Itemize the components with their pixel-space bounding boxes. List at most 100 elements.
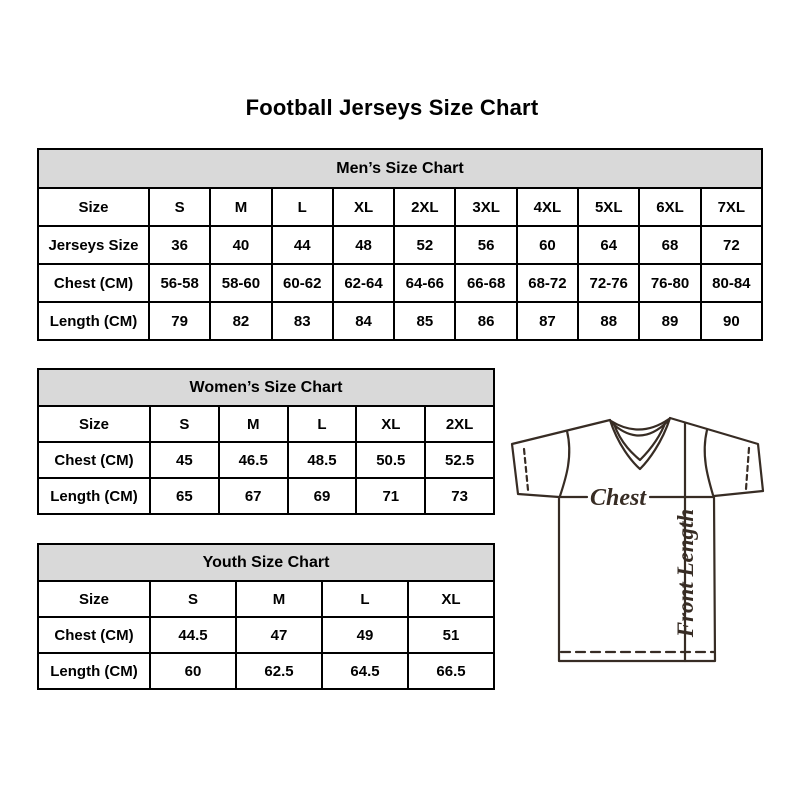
- table-row: Length (CM) 79 82 83 84 85 86 87 88 89 90: [37, 301, 764, 341]
- table-cell: 2XL: [424, 405, 495, 443]
- table-cell: 3XL: [454, 187, 518, 227]
- table-cell: 6XL: [638, 187, 702, 227]
- table-cell: L: [286, 405, 358, 443]
- chest-label: Chest: [590, 485, 647, 511]
- table-cell: 87: [515, 301, 580, 341]
- row-label-cell: Chest (CM): [37, 616, 151, 654]
- table-cell: M: [235, 580, 323, 618]
- table-cell: 76-80: [638, 263, 702, 303]
- table-title: Men’s Size Chart: [37, 148, 763, 189]
- table-cell: 68: [638, 225, 702, 265]
- table-cell: 44: [270, 225, 334, 265]
- table-cell: S: [149, 405, 220, 443]
- table-cell: 89: [638, 301, 702, 341]
- table-cell: 69: [286, 477, 358, 515]
- table-cell: 62-64: [331, 263, 396, 303]
- row-label-cell: Length (CM): [37, 477, 151, 515]
- table-cell: L: [321, 580, 409, 618]
- table-cell: 83: [270, 301, 334, 341]
- table-row: Jerseys Size 36 40 44 48 52 56 60 64 68 72: [37, 225, 764, 265]
- youth-size-table: Youth Size Chart Size S M L XL Chest (CM) 44.5 4…: [37, 543, 495, 690]
- table-cell: 64: [577, 225, 641, 265]
- table-cell: 88: [577, 301, 641, 341]
- table-cell: 52.5: [424, 441, 495, 479]
- row-label-cell: Size: [37, 580, 151, 618]
- table-cell: 65: [149, 477, 220, 515]
- mens-size-table: Men’s Size Chart Size S M L XL 2XL 3XL 4XL 5XL 6XL…: [37, 148, 764, 341]
- table-cell: 45: [149, 441, 220, 479]
- table-cell: 46.5: [217, 441, 289, 479]
- table-row: Chest (CM) 56-58 58-60 60-62 62-64 64-66 66-68…: [37, 263, 764, 303]
- table-cell: 47: [235, 616, 323, 654]
- row-label-cell: Length (CM): [37, 301, 150, 341]
- table-row: Length (CM) 60 62.5 64.5 66.5: [37, 652, 495, 690]
- left-cuff-dashed-line: [522, 447, 530, 492]
- table-row: Chest (CM) 44.5 47 49 51: [37, 616, 495, 654]
- table-cell: 51: [407, 616, 495, 654]
- table-cell: 72-76: [577, 263, 641, 303]
- row-label-cell: Size: [37, 405, 151, 443]
- table-row: Size S M L XL 2XL: [37, 405, 495, 443]
- table-cell: XL: [407, 580, 495, 618]
- table-cell: 72: [699, 225, 764, 265]
- jersey-measurement-diagram: Chest Front Length: [510, 416, 765, 663]
- right-armhole-seam: [703, 428, 715, 497]
- table-cell: XL: [355, 405, 427, 443]
- table-cell: S: [147, 187, 212, 227]
- table-cell: 84: [331, 301, 396, 341]
- table-row: Length (CM) 65 67 69 71 73: [37, 477, 495, 515]
- collar-back-arc-inner: [610, 419, 670, 437]
- table-cell: 79: [147, 301, 212, 341]
- row-label-cell: Length (CM): [37, 652, 151, 690]
- table-cell: 90: [699, 301, 764, 341]
- table-cell: 49: [321, 616, 409, 654]
- table-cell: 52: [393, 225, 457, 265]
- table-cell: 48: [331, 225, 396, 265]
- table-cell: L: [270, 187, 334, 227]
- table-cell: 7XL: [699, 187, 764, 227]
- table-cell: 56-58: [147, 263, 212, 303]
- table-cell: 85: [393, 301, 457, 341]
- table-cell: 82: [209, 301, 273, 341]
- table-cell: 60: [149, 652, 237, 690]
- table-cell: 66-68: [454, 263, 518, 303]
- table-cell: 56: [454, 225, 518, 265]
- row-label-cell: Chest (CM): [37, 263, 150, 303]
- page-title: Football Jerseys Size Chart: [245, 95, 539, 120]
- womens-size-table: Women’s Size Chart Size S M L XL 2XL Chest (CM)…: [37, 368, 495, 515]
- table-cell: 67: [217, 477, 289, 515]
- jersey-body-outline: [510, 416, 765, 663]
- row-label-cell: Jerseys Size: [37, 225, 150, 265]
- front-length-label: Front Length: [673, 509, 698, 638]
- table-cell: 2XL: [393, 187, 457, 227]
- table-title: Youth Size Chart: [37, 543, 495, 582]
- table-cell: 44.5: [149, 616, 237, 654]
- table-cell: S: [149, 580, 237, 618]
- left-armhole-seam: [558, 429, 571, 498]
- collar-v-outer: [608, 416, 672, 471]
- table-cell: 48.5: [286, 441, 358, 479]
- table-cell: XL: [331, 187, 396, 227]
- table-cell: 80-84: [699, 263, 764, 303]
- table-cell: 58-60: [209, 263, 273, 303]
- table-cell: 40: [209, 225, 273, 265]
- table-cell: 62.5: [235, 652, 323, 690]
- table-cell: 64-66: [393, 263, 457, 303]
- table-row: Size S M L XL 2XL 3XL 4XL 5XL 6XL 7XL: [37, 187, 764, 227]
- table-row: Size S M L XL: [37, 580, 495, 618]
- table-cell: 66.5: [407, 652, 495, 690]
- collar-back-arc-outer: [609, 417, 671, 431]
- table-cell: 50.5: [355, 441, 427, 479]
- table-cell: 86: [454, 301, 518, 341]
- table-cell: 64.5: [321, 652, 409, 690]
- table-title: Women’s Size Chart: [37, 368, 495, 407]
- jersey-outline-group: [510, 416, 765, 663]
- table-cell: 60: [515, 225, 580, 265]
- table-cell: M: [217, 405, 289, 443]
- row-label-cell: Chest (CM): [37, 441, 151, 479]
- table-cell: 5XL: [577, 187, 641, 227]
- table-cell: M: [209, 187, 273, 227]
- collar-v-inner: [612, 419, 668, 462]
- table-row: Chest (CM) 45 46.5 48.5 50.5 52.5: [37, 441, 495, 479]
- table-cell: 71: [355, 477, 427, 515]
